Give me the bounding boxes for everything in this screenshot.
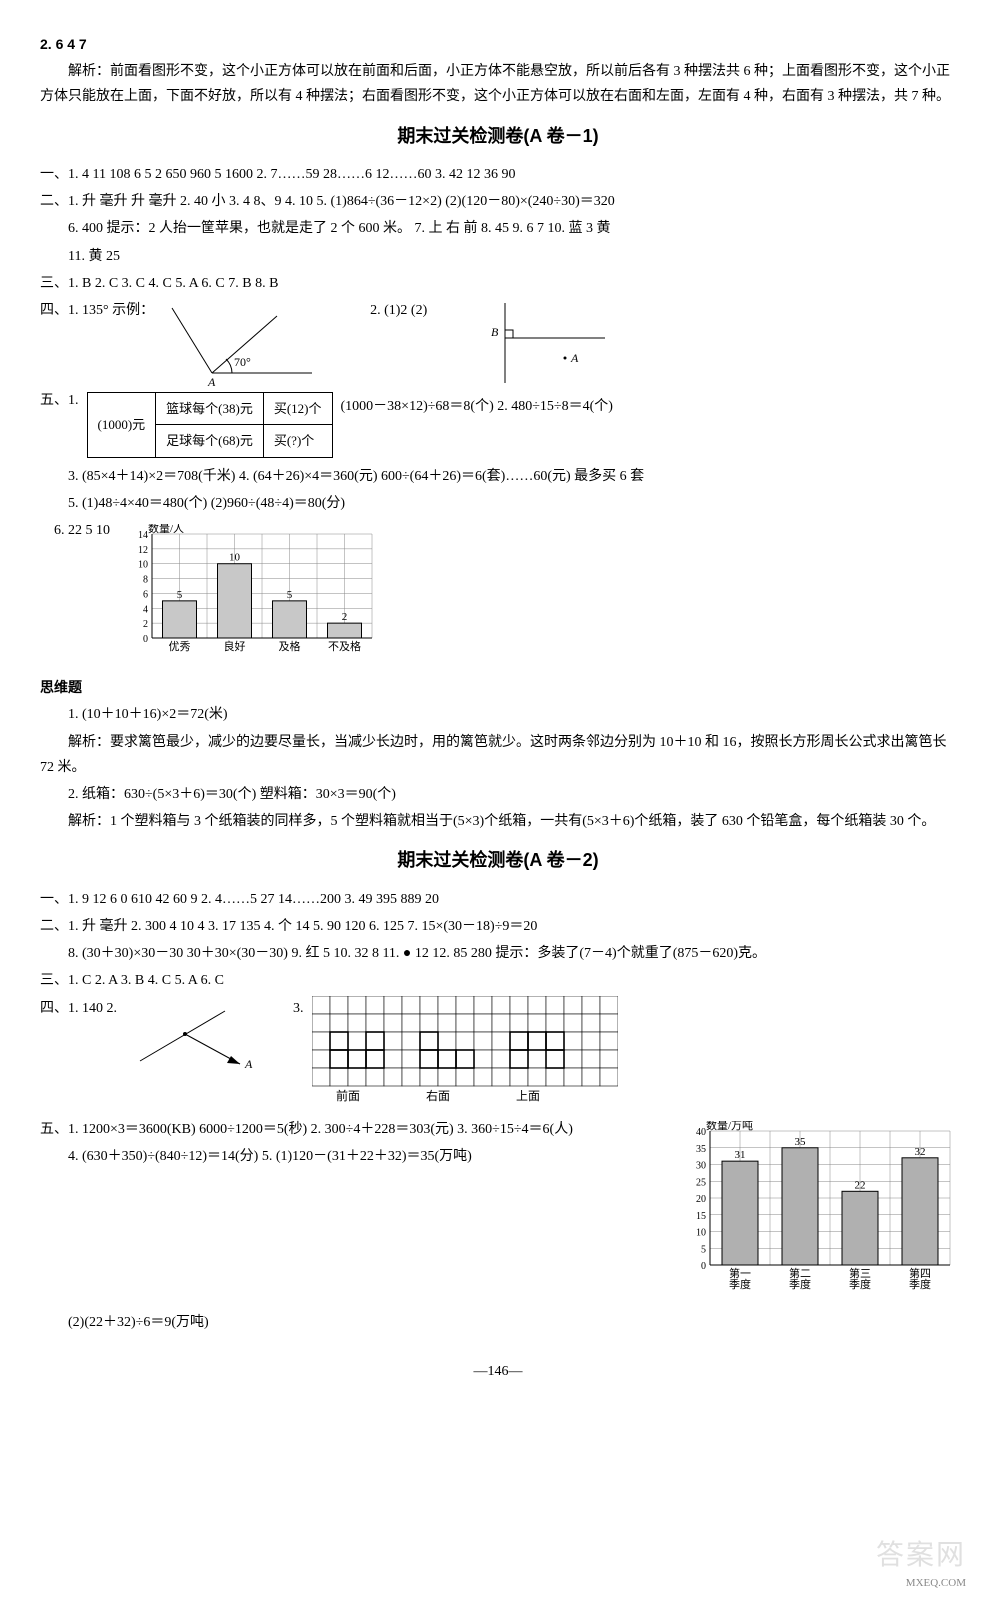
watermark: 答案网 bbox=[876, 1530, 966, 1580]
svg-text:10: 10 bbox=[138, 560, 148, 571]
svg-text:良好: 良好 bbox=[224, 639, 246, 653]
svg-text:2: 2 bbox=[342, 611, 348, 623]
svg-text:季度: 季度 bbox=[909, 1277, 931, 1291]
a1-er2: 6. 400 提示：2 人抬一筐苹果，也就是走了 2 个 600 米。 7. 上… bbox=[40, 216, 956, 241]
svg-text:不及格: 不及格 bbox=[328, 639, 361, 653]
svg-text:35: 35 bbox=[696, 1143, 706, 1154]
svg-text:第一: 第一 bbox=[729, 1266, 751, 1280]
a1-wu6: 6. 22 5 10 bbox=[40, 518, 110, 543]
svg-text:优秀: 优秀 bbox=[169, 640, 191, 653]
a2-er1: 二、1. 升 毫升 2. 300 4 10 4 3. 17 135 4. 个 1… bbox=[40, 914, 956, 939]
svg-text:2: 2 bbox=[143, 619, 148, 630]
chart2: 数量/万吨051015202530354031第一季度35第二季度22第三季度3… bbox=[676, 1121, 956, 1300]
svg-text:0: 0 bbox=[143, 634, 148, 645]
svg-text:40: 40 bbox=[696, 1127, 706, 1138]
title-a1: 期末过关检测卷(A 卷－1) bbox=[40, 120, 956, 152]
svg-text:前面: 前面 bbox=[335, 1088, 359, 1103]
svg-text:右面: 右面 bbox=[425, 1088, 449, 1103]
sw1: 1. (10＋10＋16)×2＝72(米) bbox=[40, 702, 956, 727]
svg-text:10: 10 bbox=[696, 1227, 706, 1238]
a1-wu3: 3. (85×4＋14)×2＝708(千米) 4. (64＋26)×4＝360(… bbox=[40, 464, 956, 489]
a2-san: 三、1. C 2. A 3. B 4. C 5. A 6. C bbox=[40, 968, 956, 993]
svg-text:季度: 季度 bbox=[729, 1277, 751, 1291]
svg-text:数量/人: 数量/人 bbox=[148, 524, 184, 535]
top-expl: 解析：前面看图形不变，这个小正方体可以放在前面和后面，小正方体不能悬空放，所以前… bbox=[40, 59, 956, 109]
a2-si3-label: 3. bbox=[293, 996, 304, 1021]
svg-text:0: 0 bbox=[701, 1261, 706, 1272]
ray-A: A bbox=[244, 1057, 253, 1071]
svg-text:8: 8 bbox=[143, 575, 148, 586]
t-c01: 篮球每个(38)元 bbox=[156, 392, 264, 424]
angle-A-label: A bbox=[207, 375, 216, 388]
svg-text:4: 4 bbox=[143, 604, 148, 615]
svg-text:5: 5 bbox=[177, 589, 183, 601]
a2-wu4: 4. (630＋350)÷(840÷12)＝14(分) 5. (1)120－(3… bbox=[40, 1144, 668, 1169]
svg-text:32: 32 bbox=[915, 1145, 926, 1157]
svg-text:第四: 第四 bbox=[909, 1266, 931, 1280]
a2-er2: 8. (30＋30)×30－30 30＋30×(30－30) 9. 红 5 10… bbox=[40, 941, 956, 966]
page-number: —146— bbox=[40, 1359, 956, 1384]
svg-text:20: 20 bbox=[696, 1194, 706, 1205]
perpendicular-diagram: B A bbox=[435, 298, 615, 388]
a1-san: 三、1. B 2. C 3. C 4. C 5. A 6. C 7. B 8. … bbox=[40, 271, 956, 296]
svg-text:第三: 第三 bbox=[849, 1266, 871, 1280]
a1-er1: 二、1. 升 毫升 升 毫升 2. 40 小 3. 4 8、9 4. 10 5.… bbox=[40, 189, 956, 214]
svg-text:12: 12 bbox=[138, 545, 148, 556]
svg-text:35: 35 bbox=[795, 1135, 807, 1147]
title-a2: 期末过关检测卷(A 卷－2) bbox=[40, 844, 956, 876]
svg-text:25: 25 bbox=[696, 1177, 706, 1188]
angle-diagram: 70° A bbox=[162, 298, 332, 388]
svg-text:季度: 季度 bbox=[849, 1277, 871, 1291]
angle-70-label: 70° bbox=[234, 355, 251, 369]
t-c00: (1000)元 bbox=[87, 392, 156, 457]
svg-text:上面: 上面 bbox=[515, 1089, 539, 1103]
svg-text:6: 6 bbox=[143, 589, 148, 600]
a2-si-label: 四、1. 140 2. bbox=[40, 996, 117, 1021]
sw2: 解析：要求篱笆最少，减少的边要尽量长，当减少长边时，用的篱笆就少。这时两条邻边分… bbox=[40, 730, 956, 780]
svg-text:5: 5 bbox=[701, 1244, 706, 1255]
perp-A: A bbox=[570, 351, 579, 365]
svg-text:22: 22 bbox=[855, 1179, 866, 1191]
a1-wu-table: (1000)元 篮球每个(38)元 买(12)个 足球每个(68)元 买(?)个 bbox=[87, 392, 333, 458]
svg-text:5: 5 bbox=[287, 589, 293, 601]
t-c11: 足球每个(68)元 bbox=[156, 425, 264, 457]
svg-text:15: 15 bbox=[696, 1210, 706, 1221]
svg-text:数量/万吨: 数量/万吨 bbox=[706, 1121, 753, 1132]
sw3: 2. 纸箱：630÷(5×3＋6)＝30(个) 塑料箱：30×3＝90(个) bbox=[40, 782, 956, 807]
svg-text:及格: 及格 bbox=[279, 639, 301, 653]
a1-si2: 2. (1)2 (2) bbox=[370, 298, 427, 323]
sw4: 解析：1 个塑料箱与 3 个纸箱装的同样多，5 个塑料箱就相当于(5×3)个纸箱… bbox=[40, 809, 956, 834]
a1-yi: 一、1. 4 11 108 6 5 2 650 960 5 1600 2. 7…… bbox=[40, 162, 956, 187]
a2-wu1: 五、1. 1200×3＝3600(KB) 6000÷1200＝5(秒) 2. 3… bbox=[40, 1117, 668, 1142]
chart1: 数量/人 0 2 4 6 8 10 12 14 5 优秀 10 良好 5 及格 2 不及格 bbox=[118, 524, 378, 673]
watermark-sub: MXEQ.COM bbox=[906, 1574, 966, 1594]
top-q2: 2. 6 4 7 bbox=[40, 32, 956, 57]
a2-last: (2)(22＋32)÷6＝9(万吨) bbox=[40, 1310, 956, 1335]
a1-wu-r1: (1000－38×12)÷68＝8(个) 2. 480÷15÷8＝4(个) bbox=[341, 394, 613, 419]
svg-text:14: 14 bbox=[138, 530, 148, 541]
a1-er3: 11. 黄 25 bbox=[40, 244, 956, 269]
svg-text:10: 10 bbox=[229, 552, 241, 564]
svg-text:季度: 季度 bbox=[789, 1277, 811, 1291]
three-views: 前面 右面 上面 bbox=[312, 996, 618, 1115]
a1-si-label: 四、1. 135° 示例： bbox=[40, 298, 154, 323]
t-c12: 买(?)个 bbox=[263, 425, 332, 457]
svg-text:第二: 第二 bbox=[789, 1266, 811, 1280]
a1-wu-prefix: 五、1. bbox=[40, 388, 79, 413]
perp-B: B bbox=[491, 325, 499, 339]
a2-yi: 一、1. 9 12 6 0 610 42 60 9 2. 4……5 27 14…… bbox=[40, 887, 956, 912]
siwei-label: 思维题 bbox=[40, 675, 956, 700]
svg-text:30: 30 bbox=[696, 1160, 706, 1171]
a1-wu5: 5. (1)48÷4×40＝480(个) (2)960÷(48÷4)＝80(分) bbox=[40, 491, 956, 516]
angle-ray-diagram: A bbox=[125, 996, 265, 1076]
t-c02: 买(12)个 bbox=[263, 392, 332, 424]
svg-text:31: 31 bbox=[735, 1149, 746, 1161]
